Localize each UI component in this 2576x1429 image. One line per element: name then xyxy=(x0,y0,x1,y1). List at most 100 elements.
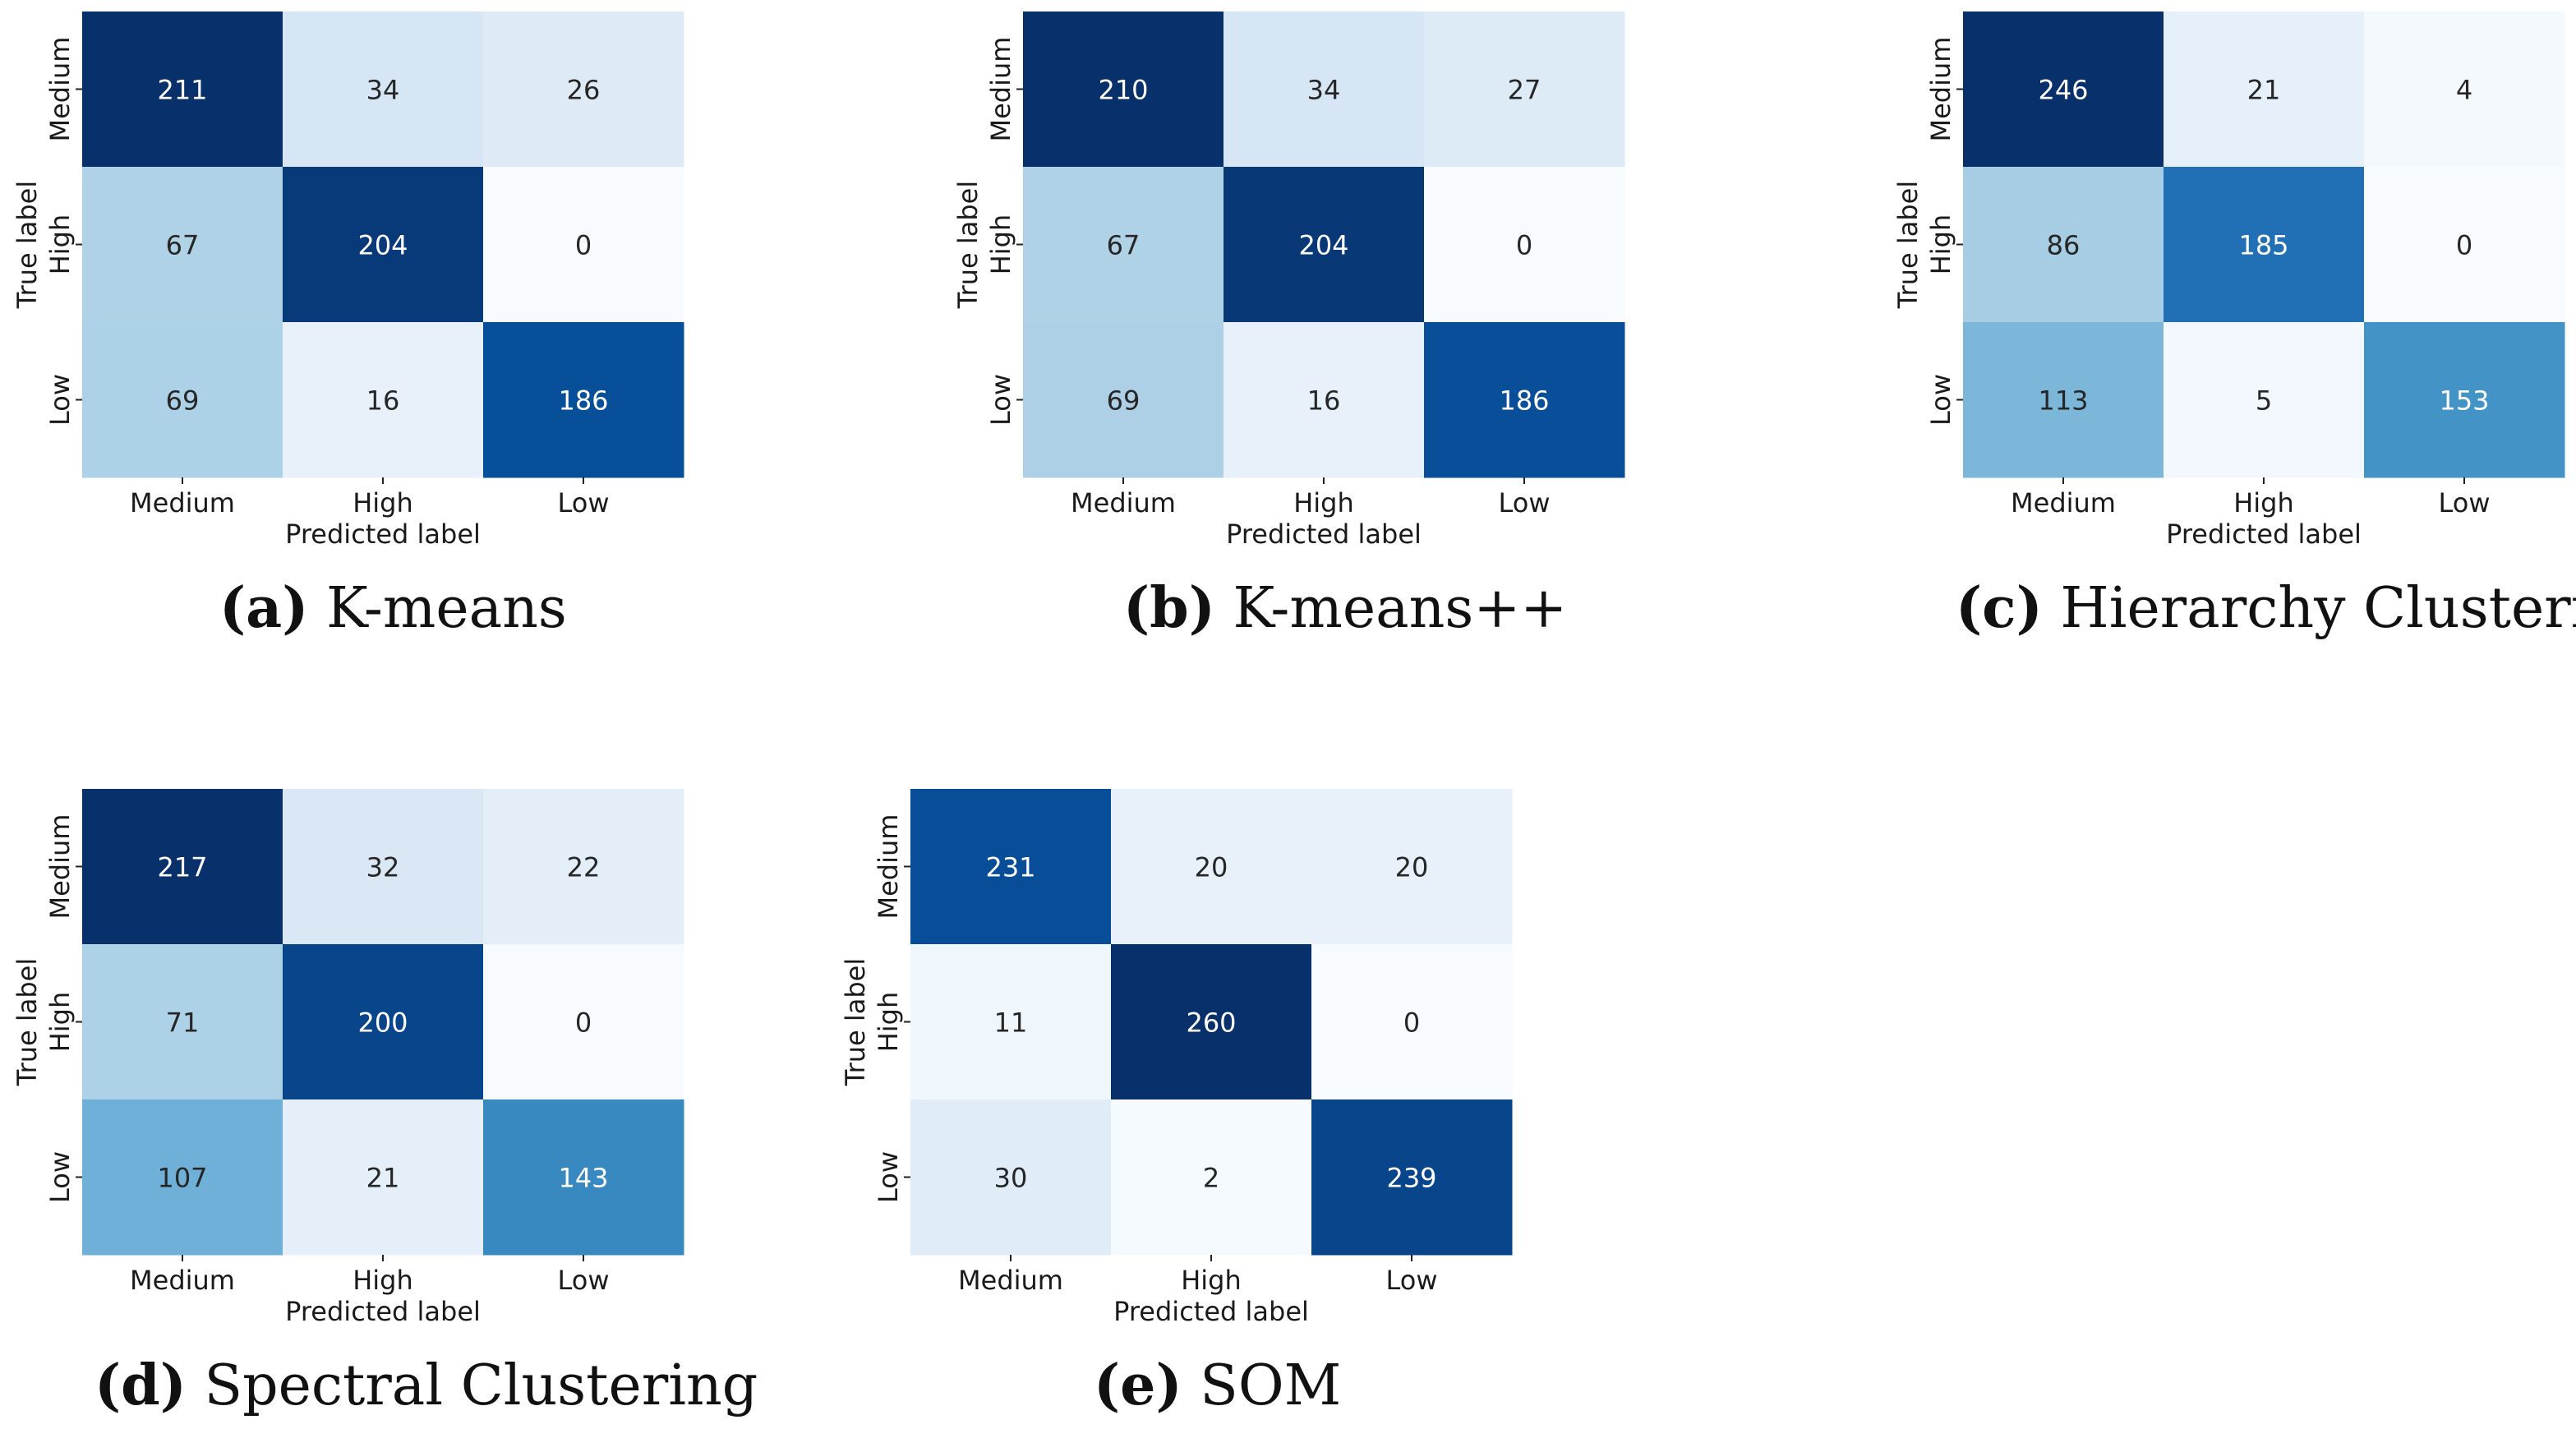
cell-value-label: 185 xyxy=(2238,230,2288,261)
cell-value-label: 21 xyxy=(2247,75,2281,106)
caption-spectral-clustering: (d) Spectral Clustering xyxy=(94,1358,758,1414)
cell-value-label: 26 xyxy=(567,75,601,106)
x-axis-label: Predicted label xyxy=(2166,519,2362,550)
caption-letter: (a) xyxy=(219,575,309,641)
cell-value-label: 210 xyxy=(1098,75,1148,106)
x-tick-label: Low xyxy=(557,1265,609,1296)
heatmap-cell xyxy=(1111,944,1312,1100)
heatmap-cell xyxy=(82,944,283,1100)
cell-value-label: 153 xyxy=(2439,385,2489,417)
cell-value-label: 260 xyxy=(1186,1007,1236,1039)
caption-text: K-means xyxy=(326,576,567,641)
cell-value-label: 4 xyxy=(2456,75,2472,106)
heatmap-cell xyxy=(1311,944,1513,1100)
y-tick-label: Medium xyxy=(873,814,904,920)
x-tick-label: High xyxy=(353,487,413,519)
heatmap-cell xyxy=(82,322,283,478)
caption-text: SOM xyxy=(1200,1353,1342,1418)
cell-value-label: 30 xyxy=(994,1163,1028,1194)
confusion-matrix-panel-3: 246 21 4 86 185 0 113 5 153 Medium High Low Medium Hi… xyxy=(1892,12,2565,550)
y-tick-label: Low xyxy=(1925,374,1956,426)
cell-value-label: 20 xyxy=(1195,852,1228,883)
x-tick-label: High xyxy=(1181,1265,1242,1296)
heatmap-cell xyxy=(1023,322,1224,478)
cell-value-label: 0 xyxy=(2456,230,2472,261)
caption-text: Spectral Clustering xyxy=(204,1353,758,1418)
cell-value-label: 16 xyxy=(1307,385,1341,417)
cell-value-label: 34 xyxy=(1307,75,1341,106)
cell-value-label: 86 xyxy=(2047,230,2081,261)
cell-value-label: 2 xyxy=(1203,1163,1219,1194)
cell-value-label: 204 xyxy=(357,230,408,261)
heatmap-cell xyxy=(2164,12,2365,168)
heatmap-cell xyxy=(483,12,684,168)
heatmap-cell xyxy=(1311,1099,1513,1256)
y-tick-label: Low xyxy=(44,1151,76,1203)
heatmap-cell xyxy=(82,12,283,168)
y-tick-label: Medium xyxy=(1925,37,1956,142)
cell-value-label: 113 xyxy=(2038,385,2088,417)
caption-letter: (e) xyxy=(1094,1353,1182,1418)
caption-kmeans: (a) K-means xyxy=(219,580,567,637)
cell-value-label: 22 xyxy=(567,852,601,883)
y-tick-label: High xyxy=(44,992,76,1053)
heatmap-cell xyxy=(283,12,484,168)
caption-kmeans-plus-plus: (b) K-means++ xyxy=(1123,580,1567,637)
heatmap-cell xyxy=(483,789,684,945)
heatmap-cell xyxy=(1023,12,1224,168)
cell-value-label: 69 xyxy=(166,385,200,417)
heatmap-cell xyxy=(1111,789,1312,945)
heatmap-cell xyxy=(1424,167,1625,323)
cell-value-label: 27 xyxy=(1508,75,1541,106)
cell-value-label: 0 xyxy=(1516,230,1532,261)
x-tick-label: Low xyxy=(1385,1265,1437,1296)
caption-som: (e) SOM xyxy=(1094,1358,1341,1414)
cell-value-label: 239 xyxy=(1386,1163,1436,1194)
x-axis-label: Predicted label xyxy=(1113,1296,1309,1327)
cell-value-label: 32 xyxy=(366,852,400,883)
y-tick-label: High xyxy=(44,214,76,275)
confusion-matrix-panel-2: 210 34 27 67 204 0 69 16 186 Medium High Low Medium H… xyxy=(952,12,1625,550)
heatmap-cell xyxy=(1963,12,2164,168)
x-axis-label: Predicted label xyxy=(1226,519,1422,550)
caption-letter: (d) xyxy=(94,1353,187,1418)
x-tick-label: Low xyxy=(557,487,609,519)
x-tick-label: High xyxy=(2233,487,2294,519)
heatmap-cell xyxy=(283,167,484,323)
heatmap-cell xyxy=(82,1099,283,1256)
heatmap-cell xyxy=(1111,1099,1312,1256)
x-tick-label: High xyxy=(353,1265,413,1296)
y-tick-label: Medium xyxy=(44,37,76,142)
heatmap-cell xyxy=(910,1099,1112,1256)
x-tick-label: Low xyxy=(2438,487,2490,519)
cell-value-label: 211 xyxy=(157,75,207,106)
cell-value-label: 69 xyxy=(1107,385,1141,417)
caption-letter: (b) xyxy=(1123,575,1215,641)
cell-value-label: 246 xyxy=(2038,75,2088,106)
y-axis-label: True label xyxy=(952,181,984,310)
y-axis-label: True label xyxy=(840,958,871,1087)
heatmap-cell xyxy=(283,322,484,478)
x-tick-label: Medium xyxy=(2011,487,2116,519)
cell-value-label: 107 xyxy=(157,1163,207,1194)
confusion-matrix-panel-5: 231 20 20 11 260 0 30 2 239 Medium High Low Medium Hi… xyxy=(840,789,1513,1327)
heatmap-cell xyxy=(483,322,684,478)
heatmap-cell xyxy=(483,944,684,1100)
heatmap-cell xyxy=(1023,167,1224,323)
cell-value-label: 34 xyxy=(366,75,400,106)
heatmap-cell xyxy=(1424,12,1625,168)
heatmap-cell xyxy=(82,789,283,945)
y-tick-label: High xyxy=(873,992,904,1053)
heatmap-cell xyxy=(910,944,1112,1100)
x-axis-label: Predicted label xyxy=(285,519,481,550)
caption-text: K-means++ xyxy=(1233,576,1568,641)
heatmap-cell xyxy=(283,789,484,945)
y-axis-label: True label xyxy=(12,181,43,310)
y-tick-label: High xyxy=(1925,214,1956,275)
x-tick-label: Medium xyxy=(1071,487,1176,519)
heatmap-cell xyxy=(483,167,684,323)
y-tick-label: High xyxy=(985,214,1016,275)
heatmap-cell xyxy=(1963,167,2164,323)
